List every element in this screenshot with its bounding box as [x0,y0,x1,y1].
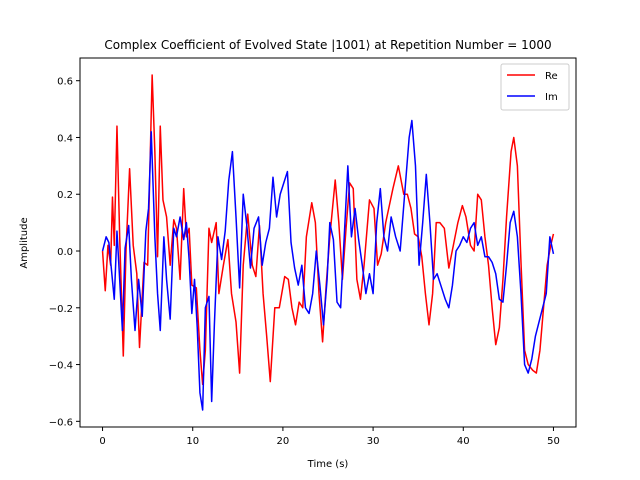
legend-box [500,63,570,111]
legend-label-im: Im [545,92,558,103]
series-line-im [101,119,555,411]
y-tick-label: 0.4 [57,133,73,144]
legend-label-re: Re [545,71,558,82]
plot-background [80,58,576,427]
x-tick-label: 0 [99,436,105,447]
x-axis: 0 10 20 30 40 50 [99,427,560,447]
y-tick-label: 0.2 [57,190,73,201]
x-tick-label: 10 [186,436,199,447]
series-layer [101,74,555,411]
x-tick-label: 40 [457,436,470,447]
axes-frame [79,57,577,428]
x-tick-label: 20 [277,436,290,447]
y-axis-label: Amplitude [19,217,30,268]
x-axis-label: Time (s) [307,459,349,470]
y-tick-label: 0.0 [57,247,73,258]
y-tick-label: 0.6 [57,77,73,88]
y-tick-label: −0.2 [49,304,73,315]
x-tick-label: 50 [547,436,560,447]
x-tick-label: 30 [367,436,380,447]
chart-title: Complex Coefficient of Evolved State |10… [104,38,551,52]
y-tick-label: −0.4 [49,361,73,372]
y-axis: −0.6 −0.4 −0.2 0.0 0.2 0.4 0.6 [49,77,80,428]
plot-area [79,57,577,428]
y-tick-label: −0.6 [49,417,73,428]
legend: Re Im [500,63,570,111]
